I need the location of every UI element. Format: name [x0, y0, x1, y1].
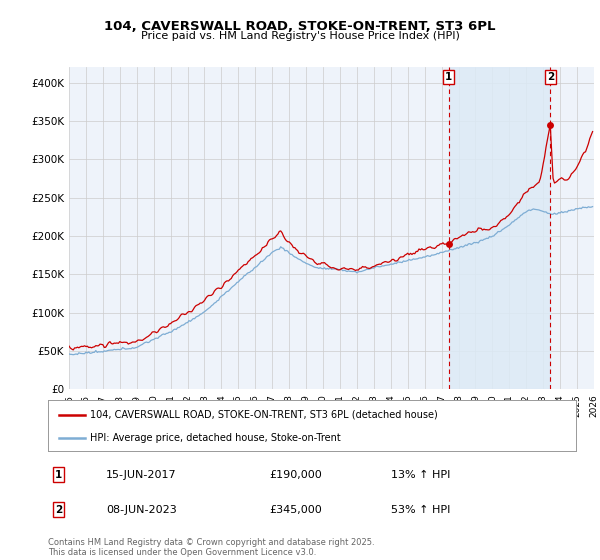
Text: 53% ↑ HPI: 53% ↑ HPI	[391, 505, 451, 515]
Text: 1: 1	[55, 470, 62, 479]
Text: 13% ↑ HPI: 13% ↑ HPI	[391, 470, 451, 479]
Text: 104, CAVERSWALL ROAD, STOKE-ON-TRENT, ST3 6PL: 104, CAVERSWALL ROAD, STOKE-ON-TRENT, ST…	[104, 20, 496, 32]
Text: 08-JUN-2023: 08-JUN-2023	[106, 505, 177, 515]
Text: Contains HM Land Registry data © Crown copyright and database right 2025.
This d: Contains HM Land Registry data © Crown c…	[48, 538, 374, 557]
Text: Price paid vs. HM Land Registry's House Price Index (HPI): Price paid vs. HM Land Registry's House …	[140, 31, 460, 41]
Text: £190,000: £190,000	[270, 470, 323, 479]
Bar	[449, 67, 550, 389]
Text: 104, CAVERSWALL ROAD, STOKE-ON-TRENT, ST3 6PL (detached house): 104, CAVERSWALL ROAD, STOKE-ON-TRENT, ST…	[90, 409, 438, 419]
Text: £345,000: £345,000	[270, 505, 323, 515]
Text: HPI: Average price, detached house, Stoke-on-Trent: HPI: Average price, detached house, Stok…	[90, 433, 341, 443]
Text: 2: 2	[55, 505, 62, 515]
Text: 1: 1	[445, 72, 452, 82]
Text: 15-JUN-2017: 15-JUN-2017	[106, 470, 177, 479]
Text: 2: 2	[547, 72, 554, 82]
